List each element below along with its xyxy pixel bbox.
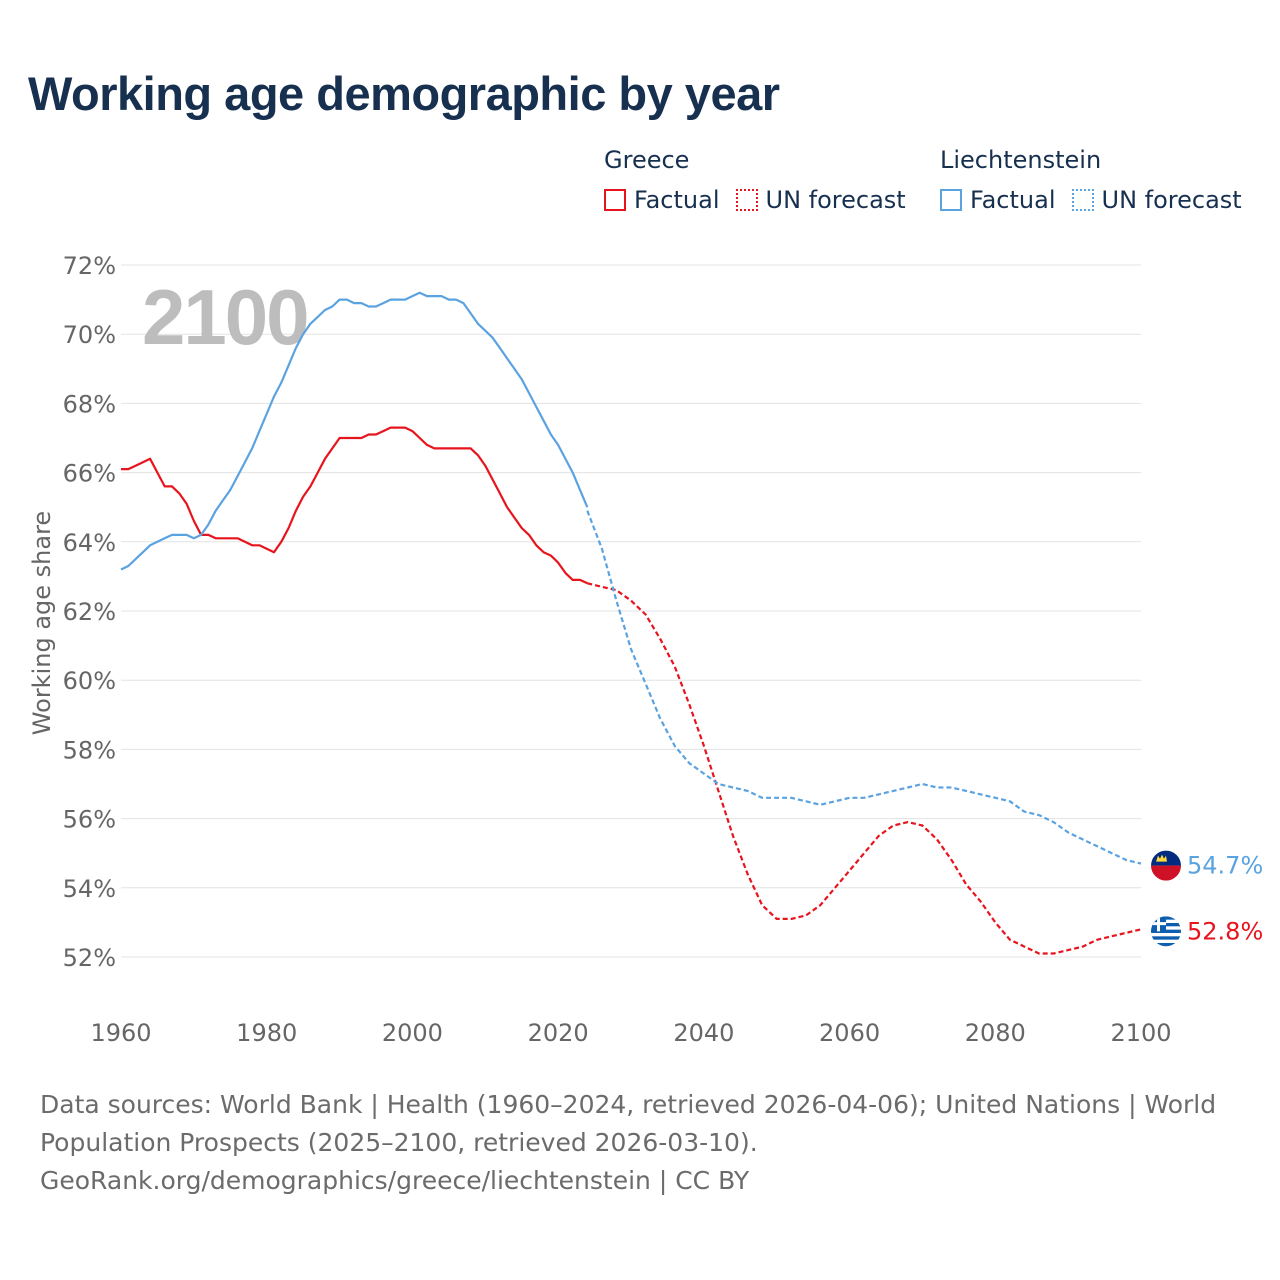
greece-end-label: 52.8% xyxy=(1187,917,1263,945)
liechtenstein-factual-line xyxy=(120,291,589,571)
data-sources: Data sources: World Bank | Health (1960–… xyxy=(40,1090,1217,1157)
greece-flag-body xyxy=(1151,916,1181,947)
liechtenstein-flag-body xyxy=(1151,850,1181,881)
legend-liechtenstein-name: Liechtenstein xyxy=(940,146,1102,174)
x-tick-label: 2060 xyxy=(819,1019,880,1047)
credit-link[interactable]: GeoRank.org/demographics/greece/liechten… xyxy=(40,1166,750,1195)
y-tick-label: 56% xyxy=(63,806,116,834)
legend-greece-forecast-label: UN forecast xyxy=(765,186,906,214)
legend-greece-factual-label: Factual xyxy=(634,186,720,214)
x-tick-label: 2020 xyxy=(528,1019,589,1047)
x-tick-label: 1960 xyxy=(90,1019,151,1047)
greece-forecast-line xyxy=(587,582,1142,955)
flag-stripe xyxy=(1151,942,1181,947)
legend-greece-name: Greece xyxy=(604,146,690,174)
liechtenstein-end-label: 54.7% xyxy=(1187,852,1263,880)
legend-liechtenstein: Liechtenstein Factual UN forecast xyxy=(940,144,1258,214)
legend-swatch-dotted xyxy=(1071,189,1094,211)
y-axis-label: Working age share xyxy=(28,511,56,735)
greece-factual-line xyxy=(121,426,588,585)
chart-title: Working age demographic by year xyxy=(28,67,780,120)
legend-liechtenstein-forecast[interactable]: UN forecast xyxy=(1071,186,1242,214)
x-tick-label: 1980 xyxy=(236,1019,297,1047)
legend-liechtenstein-factual[interactable]: Factual xyxy=(940,186,1056,214)
flag-crown xyxy=(1156,854,1167,862)
legend-greece-factual[interactable]: Factual xyxy=(604,186,720,214)
year-watermark: 2100 xyxy=(142,273,308,361)
liechtenstein-flag-icon xyxy=(1151,850,1181,881)
x-tick-label: 2080 xyxy=(965,1019,1026,1047)
y-tick-label: 66% xyxy=(63,460,116,488)
x-tick-label: 2040 xyxy=(673,1019,734,1047)
x-tick-label: 2000 xyxy=(382,1019,443,1047)
y-tick-label: 62% xyxy=(63,598,116,626)
y-tick-label: 52% xyxy=(63,944,116,972)
legend-swatch-dotted xyxy=(735,189,758,211)
y-tick-label: 58% xyxy=(63,736,116,764)
legend-swatch-solid xyxy=(604,189,626,211)
y-tick-label: 72% xyxy=(63,252,116,280)
legend-greece-forecast[interactable]: UN forecast xyxy=(735,186,906,214)
y-tick-label: 54% xyxy=(63,875,116,903)
footer: Data sources: World Bank | Health (1960–… xyxy=(40,1086,1240,1200)
y-tick-label: 70% xyxy=(63,321,116,349)
flag-cross-v xyxy=(1157,916,1160,932)
legend-greece: Greece Factual UN forecast xyxy=(604,144,922,214)
legend-swatch-solid xyxy=(940,189,962,211)
y-tick-label: 60% xyxy=(63,667,116,695)
y-tick-label: 64% xyxy=(63,529,116,557)
liechtenstein-forecast-line xyxy=(586,510,1142,865)
legend-liechtenstein-forecast-label: UN forecast xyxy=(1101,186,1242,214)
flag-bottom xyxy=(1151,865,1181,881)
y-tick-label: 68% xyxy=(63,390,116,418)
legend-liechtenstein-factual-label: Factual xyxy=(970,186,1056,214)
x-tick-label: 2100 xyxy=(1110,1019,1171,1047)
greece-flag-icon xyxy=(1151,916,1181,947)
flag-stripe xyxy=(1151,936,1181,940)
